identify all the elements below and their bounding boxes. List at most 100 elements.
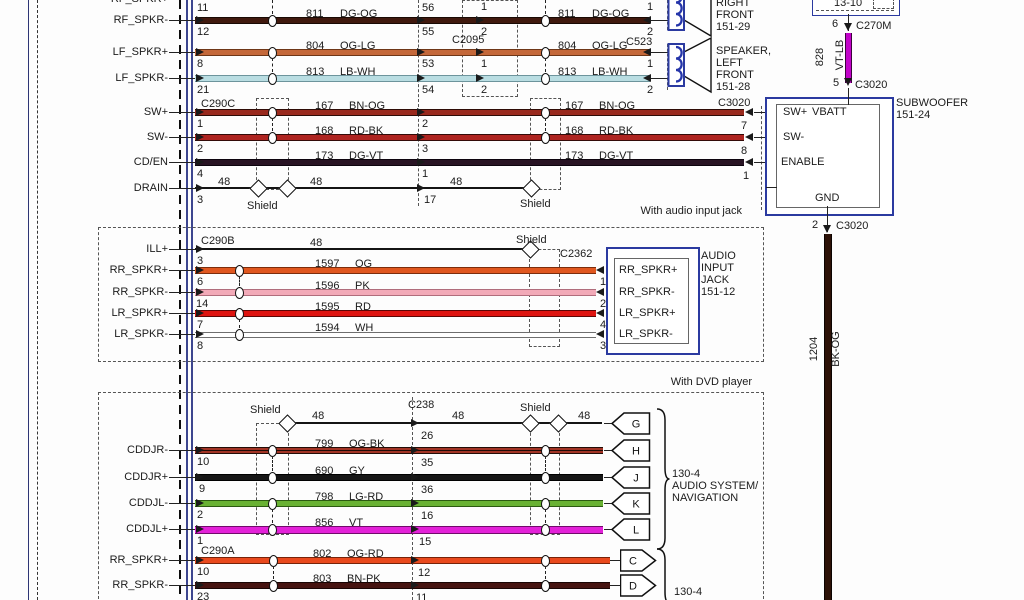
dashed-connector-line: [761, 106, 762, 210]
arrow-right-icon: [411, 445, 419, 454]
line: [604, 476, 612, 478]
pentagon-wrap: L: [610, 517, 651, 545]
speaker-name: RIGHT: [716, 0, 751, 9]
ref-box-label: 13-10: [834, 0, 863, 9]
wire-color-code: DG-VT: [599, 150, 634, 162]
pin-number: 1: [743, 170, 750, 182]
line: [848, 88, 850, 105]
pin-number: 2: [647, 26, 654, 38]
signal-label: SW-: [146, 131, 168, 143]
twist-loop-icon: [268, 72, 277, 85]
wire-856: [195, 526, 603, 534]
arrow-right-icon: [411, 498, 419, 507]
pin-number: 1: [197, 118, 204, 130]
wire-number: 811: [558, 8, 576, 20]
line: [604, 502, 612, 504]
dashed-box: [529, 249, 560, 347]
pin-number: 11: [197, 2, 209, 14]
speaker-name: LEFT: [716, 57, 743, 69]
pin-number: 8: [197, 58, 204, 70]
signal-label: CDDJL-: [128, 497, 168, 509]
pin-number: 12: [197, 26, 210, 38]
arrow-left-icon: [596, 287, 604, 296]
wire-color-code: OG-RD: [347, 548, 384, 560]
wire-48: [292, 422, 602, 424]
arrow-right-icon: [196, 107, 204, 116]
connector-label: C290C: [201, 98, 236, 110]
wire-color-code: VT: [349, 517, 364, 529]
line: [169, 559, 196, 561]
pin-number: 2: [812, 219, 819, 231]
wire-color-code: PK: [355, 280, 370, 292]
wire-number: 799: [315, 438, 334, 450]
pentagon-wrap: C: [619, 548, 657, 576]
pin-number: 3: [197, 255, 204, 267]
wire-number: 1204: [808, 336, 820, 362]
signal-label: LF_SPKR-: [115, 72, 168, 84]
ref-box-13-10: [812, 0, 900, 16]
signal-label: DRAIN: [133, 182, 168, 194]
pin-number: 21: [197, 84, 210, 96]
line: [191, 0, 193, 600]
wire-number: 173: [315, 150, 334, 162]
pin-number: 10: [197, 456, 210, 468]
wire-number: 1595: [315, 301, 340, 313]
dashed-box: [98, 227, 764, 362]
pin-number: 7: [741, 120, 748, 132]
pin-number: 7: [197, 319, 204, 331]
line: [169, 528, 196, 530]
shield-label: Shield: [247, 200, 278, 212]
pentagon-letter: L: [633, 524, 639, 536]
line: [186, 0, 188, 600]
pin-number: 1: [647, 58, 654, 70]
line: [604, 449, 612, 451]
pin-number: 3: [422, 143, 429, 155]
wire-number: 804: [306, 40, 325, 52]
connector-label: C2095: [452, 34, 485, 46]
pin-number: 4: [197, 168, 204, 180]
arrow-right-icon: [196, 15, 204, 24]
arrow-down-icon: [844, 78, 852, 86]
wire-color-code: OG: [355, 258, 373, 270]
pin-number: 1: [481, 58, 488, 70]
twist-loop-icon: [268, 106, 277, 119]
arrow-right-icon: [196, 498, 204, 507]
nav-name: AUDIO SYSTEM/: [672, 480, 759, 492]
line: [169, 291, 196, 293]
pentagon-connector: J: [610, 465, 651, 489]
arrow-right-icon: [411, 472, 419, 481]
pin-number: 16: [421, 510, 434, 522]
twist-line: [272, 509, 273, 523]
pin-number: 2: [422, 118, 429, 130]
wire-color-code: RD-BK: [349, 125, 384, 137]
arrow-left-icon: [745, 107, 753, 116]
pentagon-wrap: G: [610, 411, 651, 439]
wire-number: 48: [218, 176, 231, 188]
arrow-right-icon: [417, 157, 425, 166]
pin-number: 14: [196, 298, 209, 310]
wire-number: 1597: [315, 258, 340, 270]
arrow-right-icon: [411, 555, 419, 564]
pentagon-letter: C: [629, 555, 637, 567]
signal-label: RR_SPKR-: [112, 579, 168, 591]
pin-number: 10: [197, 566, 210, 578]
twist-loop-icon: [541, 46, 550, 59]
arrow-right-icon: [196, 555, 204, 564]
arrow-left-icon: [596, 329, 604, 338]
wire-number: 1596: [315, 280, 340, 292]
wire-color-code: LG-RD: [349, 491, 384, 503]
pin-number: 56: [422, 2, 435, 14]
signal-label: SW+: [143, 106, 168, 118]
twist-line: [545, 58, 546, 72]
subwoofer-ref: 151-24: [896, 109, 931, 121]
pin-number: 3: [600, 340, 607, 352]
twist-loop-icon: [541, 497, 550, 510]
line: [848, 14, 850, 31]
wire-number: 168: [315, 125, 334, 137]
arrow-right-icon: [196, 244, 204, 253]
nav-ref: 130-4: [672, 468, 701, 480]
connector-label: C3020: [836, 220, 869, 232]
twist-loop-icon: [541, 471, 550, 484]
speaker-ref: 151-28: [716, 81, 751, 93]
